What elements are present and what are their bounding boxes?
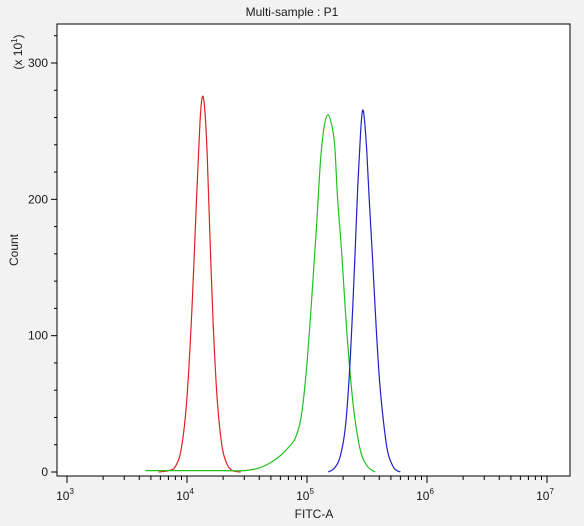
series-line-3 [327, 109, 401, 473]
x-axis-label: FITC-A [295, 507, 334, 521]
x-axis: 103 104 105 106 107 [56, 476, 554, 503]
y-axis: 0 100 200 300 [28, 35, 57, 479]
x-tick-label: 107 [536, 487, 554, 503]
series-line-1 [158, 95, 241, 473]
plot-area [56, 23, 571, 477]
x-tick-label: 103 [56, 487, 74, 503]
x-tick-label: 105 [296, 487, 314, 503]
x-tick-label: 104 [176, 487, 194, 503]
y-tick-label: 300 [28, 56, 48, 70]
y-multiplier-exp: 1 [10, 38, 19, 43]
y-tick-label: 100 [28, 329, 48, 343]
y-multiplier-label: (x 101) [10, 34, 25, 69]
y-tick-label: 200 [28, 192, 48, 206]
series-layer [145, 95, 401, 473]
y-multiplier-close: ) [11, 34, 25, 38]
svg-text:(x 101): (x 101) [10, 34, 25, 69]
y-multiplier-prefix: (x 10 [11, 43, 25, 70]
chart-title: Multi-sample : P1 [246, 5, 339, 19]
y-tick-label: 0 [41, 465, 48, 479]
y-axis-label: Count [7, 233, 21, 266]
x-tick-label: 106 [416, 487, 434, 503]
